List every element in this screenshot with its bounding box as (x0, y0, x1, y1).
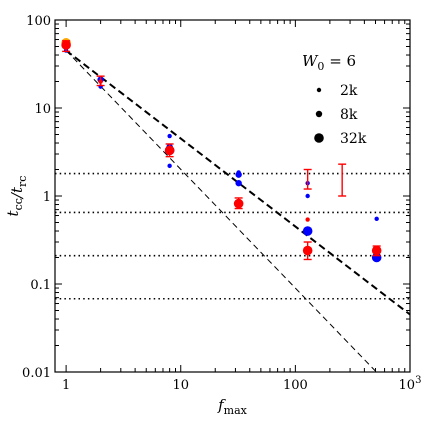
y-tick-label-0: 0.01 (22, 366, 51, 381)
data-point-red-21 (305, 217, 310, 222)
y-tick-label-4: 100 (26, 14, 51, 29)
data-point-blue-14 (374, 216, 379, 222)
data-point-red-22 (302, 241, 313, 261)
marker (61, 40, 71, 50)
data-points (61, 38, 382, 263)
x-tick-label-exp: 3 (415, 375, 421, 386)
y-tick-label-1: 0.1 (30, 278, 51, 293)
legend-title-rest: = 6 (324, 52, 356, 70)
reference-lines (55, 172, 410, 300)
legend-marker-2k (316, 87, 322, 93)
marker (302, 226, 313, 236)
data-point-blue-10 (235, 179, 242, 187)
data-point-red-23 (303, 168, 312, 190)
data-point-blue-12 (305, 193, 310, 199)
marker (235, 179, 242, 187)
fit-lines (65, 49, 410, 372)
marker (167, 133, 172, 139)
x-tick-label-base: 10 (399, 378, 416, 393)
data-point-blue-5 (167, 163, 172, 169)
marker (305, 193, 310, 199)
data-point-red-20 (233, 197, 244, 210)
legend-label-2k: 2k (340, 83, 358, 99)
x-tick-label-2: 100 (283, 378, 308, 393)
marker (302, 245, 313, 256)
x-axis-label-sub: max (224, 404, 248, 417)
thick-dashed-line (65, 49, 410, 316)
y-axis-label-part: /t (8, 186, 26, 200)
data-point-blue-13 (302, 226, 313, 236)
marker (305, 217, 310, 222)
marker (164, 145, 175, 156)
legend-marker-32k (314, 133, 324, 143)
marker (374, 216, 379, 222)
x-axis-label: fmax (217, 396, 248, 417)
x-tick-label-1: 10 (172, 378, 189, 393)
legend-title: W0 = 6 (302, 52, 356, 73)
y-tick-label-3: 10 (34, 102, 51, 117)
x-tick-label-base: 100 (283, 378, 308, 393)
y-axis-label-sub: cc (12, 198, 25, 210)
data-point-red-19 (164, 143, 175, 158)
legend-title-main: W (302, 52, 319, 70)
data-point-red-24 (338, 163, 347, 197)
legend: W0 = 6 2k 8k 32k (302, 52, 367, 147)
legend-marker-8k (315, 110, 323, 118)
marker (233, 198, 244, 209)
data-point-red-17 (61, 40, 71, 53)
marker (235, 171, 242, 178)
legend-label-8k: 8k (340, 107, 358, 123)
x-tick-label-3: 103 (399, 375, 422, 393)
legend-title-sub: 0 (317, 60, 324, 73)
data-point-red-18 (96, 75, 105, 87)
data-point-red-25 (371, 245, 382, 257)
y-axis-label-part: t (4, 209, 22, 216)
x-axis-label-main: f (217, 396, 226, 414)
data-point-blue-9 (235, 171, 242, 178)
y-axis-label-sub: rc (16, 176, 29, 187)
plot-frame (54, 19, 411, 373)
legend-label-32k: 32k (340, 131, 367, 147)
data-point-blue-4 (167, 133, 172, 139)
y-tick-label-2: 1 (43, 190, 51, 205)
x-tick-label-base: 1 (62, 378, 70, 393)
x-tick-label-base: 10 (172, 378, 189, 393)
marker (371, 245, 382, 256)
x-tick-label-0: 1 (62, 378, 70, 393)
thin-dashed-line (65, 50, 378, 372)
marker (98, 79, 103, 84)
y-axis-label: tcc/trc (4, 176, 29, 217)
marker (167, 163, 172, 169)
